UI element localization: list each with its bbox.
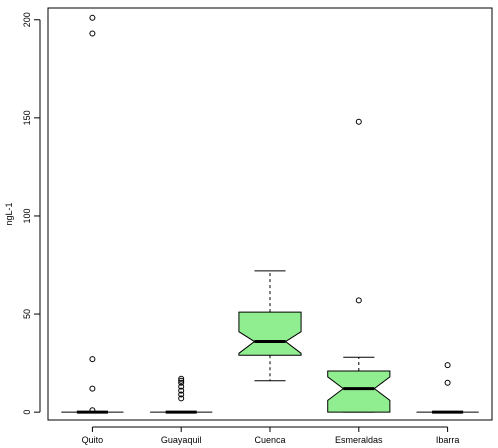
boxes — [61, 14, 479, 414]
outlier-point — [89, 356, 96, 363]
outlier-point — [355, 297, 362, 304]
outlier-point — [89, 407, 96, 414]
box-ibarra — [416, 362, 479, 414]
box-cuenca — [238, 270, 302, 382]
outlier-point — [178, 379, 185, 386]
outlier-point — [178, 387, 185, 394]
y-tick-label: 50 — [22, 309, 32, 319]
y-tick-label: 150 — [22, 110, 32, 125]
x-tick-label-quito: Quito — [82, 435, 104, 445]
y-tick-label: 200 — [22, 12, 32, 27]
box-quito — [61, 14, 124, 414]
box-esmeraldas — [327, 118, 391, 413]
x-tick-label-ibarra: Ibarra — [436, 435, 460, 445]
plot-frame — [47, 7, 493, 421]
outlier-point — [355, 118, 362, 125]
x-tick-label-guayaquil: Guayaquil — [161, 435, 202, 445]
x-axis: Quito Guayaquil Cuenca Esmeraldas Ibarra — [82, 426, 460, 445]
y-axis-label: ngL-1 — [4, 202, 14, 225]
y-tick-label: 0 — [22, 410, 32, 415]
y-tick-label: 100 — [22, 208, 32, 223]
outlier-point — [89, 385, 96, 392]
outlier-point — [89, 14, 96, 21]
outlier-point — [178, 383, 185, 390]
outlier-point — [178, 391, 185, 398]
outlier-point — [444, 379, 451, 386]
x-tick-label-esmeraldas: Esmeraldas — [335, 435, 383, 445]
outlier-point — [178, 375, 185, 382]
y-axis: 0 50 100 150 200 — [22, 12, 41, 415]
outlier-point — [178, 377, 185, 384]
box-body — [238, 311, 302, 356]
box-body — [327, 370, 391, 413]
outlier-point — [178, 395, 185, 402]
outlier-point — [89, 30, 96, 37]
outlier-point — [444, 362, 451, 369]
x-tick-label-cuenca: Cuenca — [254, 435, 285, 445]
box-guayaquil — [150, 375, 213, 414]
